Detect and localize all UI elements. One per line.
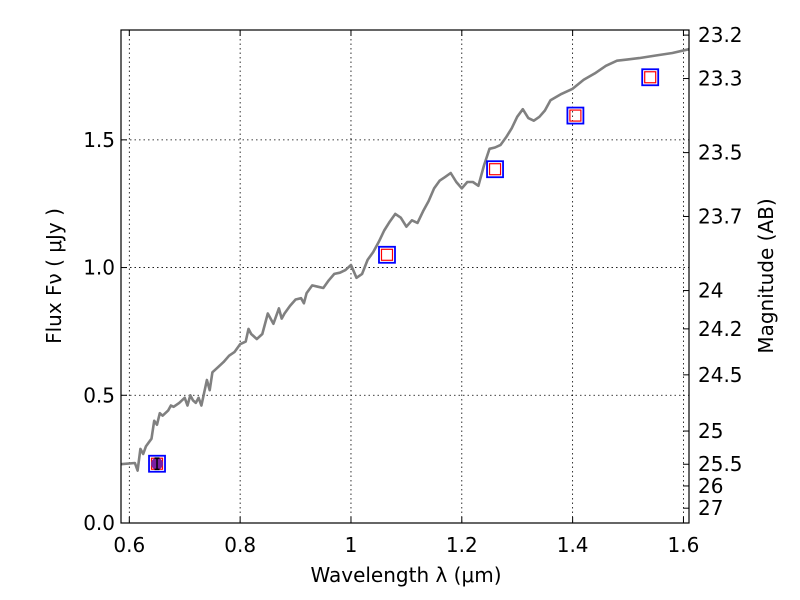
- y-tick-label: 0.5: [83, 383, 115, 407]
- mag-tick-label: 26: [698, 474, 723, 498]
- x-tick-label: 0.6: [113, 533, 145, 557]
- y-tick-label: 0.0: [83, 511, 115, 535]
- mag-tick-label: 25.5: [698, 452, 743, 476]
- model-photometry-square: [566, 106, 585, 125]
- x-axis-title: Wavelength λ (μm): [310, 563, 501, 587]
- observed-photometry-square: [644, 71, 657, 84]
- model-photometry-square: [148, 454, 166, 473]
- observed-photometry-square: [488, 163, 502, 176]
- x-tick-label: 1.6: [668, 533, 700, 557]
- mag-tick-label: 23.5: [698, 141, 743, 165]
- y-axis-title: Flux Fν ( μJy ): [42, 208, 66, 344]
- plot-frame: [120, 29, 690, 524]
- y-axis-label: Flux Fν ( μJy ): [42, 208, 66, 344]
- right-axis-label: Magnitude (AB): [754, 198, 778, 353]
- mag-tick-label: 27: [698, 496, 723, 520]
- x-axis-label: Wavelength λ (μm): [310, 563, 501, 587]
- mag-tick-label: 25: [698, 419, 723, 443]
- mag-tick-label: 23.3: [698, 67, 743, 91]
- axis-ticks: 0.6 0.8 1 1.2 1.4 1.6 0.0 0.5 1.0 1.5 23.2 23.3 23.5…: [83, 23, 742, 557]
- photometry-markers: [148, 68, 660, 473]
- model-photometry-square: [486, 160, 504, 179]
- model-photometry-square: [641, 68, 660, 87]
- y-tick-label: 1.5: [83, 128, 115, 152]
- observed-photometry-square: [569, 109, 582, 122]
- model-spectrum-line: [120, 47, 690, 472]
- right-axis-title: Magnitude (AB): [754, 198, 778, 353]
- observed-photometry-square: [380, 248, 394, 261]
- mag-tick-label: 24.2: [698, 317, 743, 341]
- x-tick-label: 0.8: [224, 533, 256, 557]
- mag-tick-label: 23.2: [698, 23, 743, 47]
- model-photometry-square: [378, 245, 396, 264]
- model-spectrum: [120, 47, 690, 472]
- x-tick-label: 1.4: [557, 533, 589, 557]
- y-tick-label: 1.0: [83, 256, 115, 280]
- grid: [121, 30, 689, 523]
- x-tick-label: 1: [345, 533, 358, 557]
- x-tick-label: 1.2: [446, 533, 478, 557]
- mag-tick-label: 24: [698, 279, 723, 303]
- mag-tick-label: 24.5: [698, 363, 743, 387]
- mag-tick-label: 23.7: [698, 204, 743, 228]
